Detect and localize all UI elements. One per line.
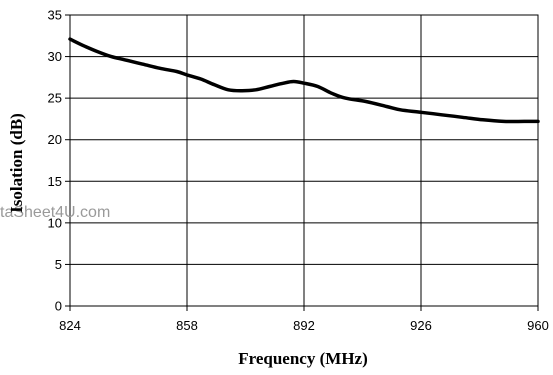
- x-axis-title: Frequency (MHz): [238, 349, 368, 368]
- x-tick-label-892: 892: [293, 318, 315, 333]
- y-tick-label-15: 15: [48, 174, 62, 189]
- y-tick-label-0: 0: [55, 299, 62, 314]
- x-tick-labels: 824 858 892 926 960: [59, 318, 549, 333]
- y-tick-labels: 0 5 10 15 20 25 30 35: [48, 8, 62, 314]
- y-tick-label-30: 30: [48, 49, 62, 64]
- watermark: taSheet4U.com: [0, 204, 110, 221]
- plot-frame: [69, 14, 539, 307]
- y-tick-label-35: 35: [48, 8, 62, 23]
- y-tick-label-5: 5: [55, 257, 62, 272]
- series-line: [68, 37, 540, 124]
- y-tick-label-20: 20: [48, 132, 62, 147]
- x-tick-label-858: 858: [176, 318, 198, 333]
- grid: [65, 14, 539, 311]
- y-tick-label-10: 10: [48, 215, 62, 230]
- y-axis-title: Isolation (dB): [7, 113, 26, 213]
- y-tick-label-25: 25: [48, 91, 62, 106]
- x-tick-label-926: 926: [410, 318, 432, 333]
- x-tick-label-960: 960: [527, 318, 549, 333]
- x-tick-label-824: 824: [59, 318, 81, 333]
